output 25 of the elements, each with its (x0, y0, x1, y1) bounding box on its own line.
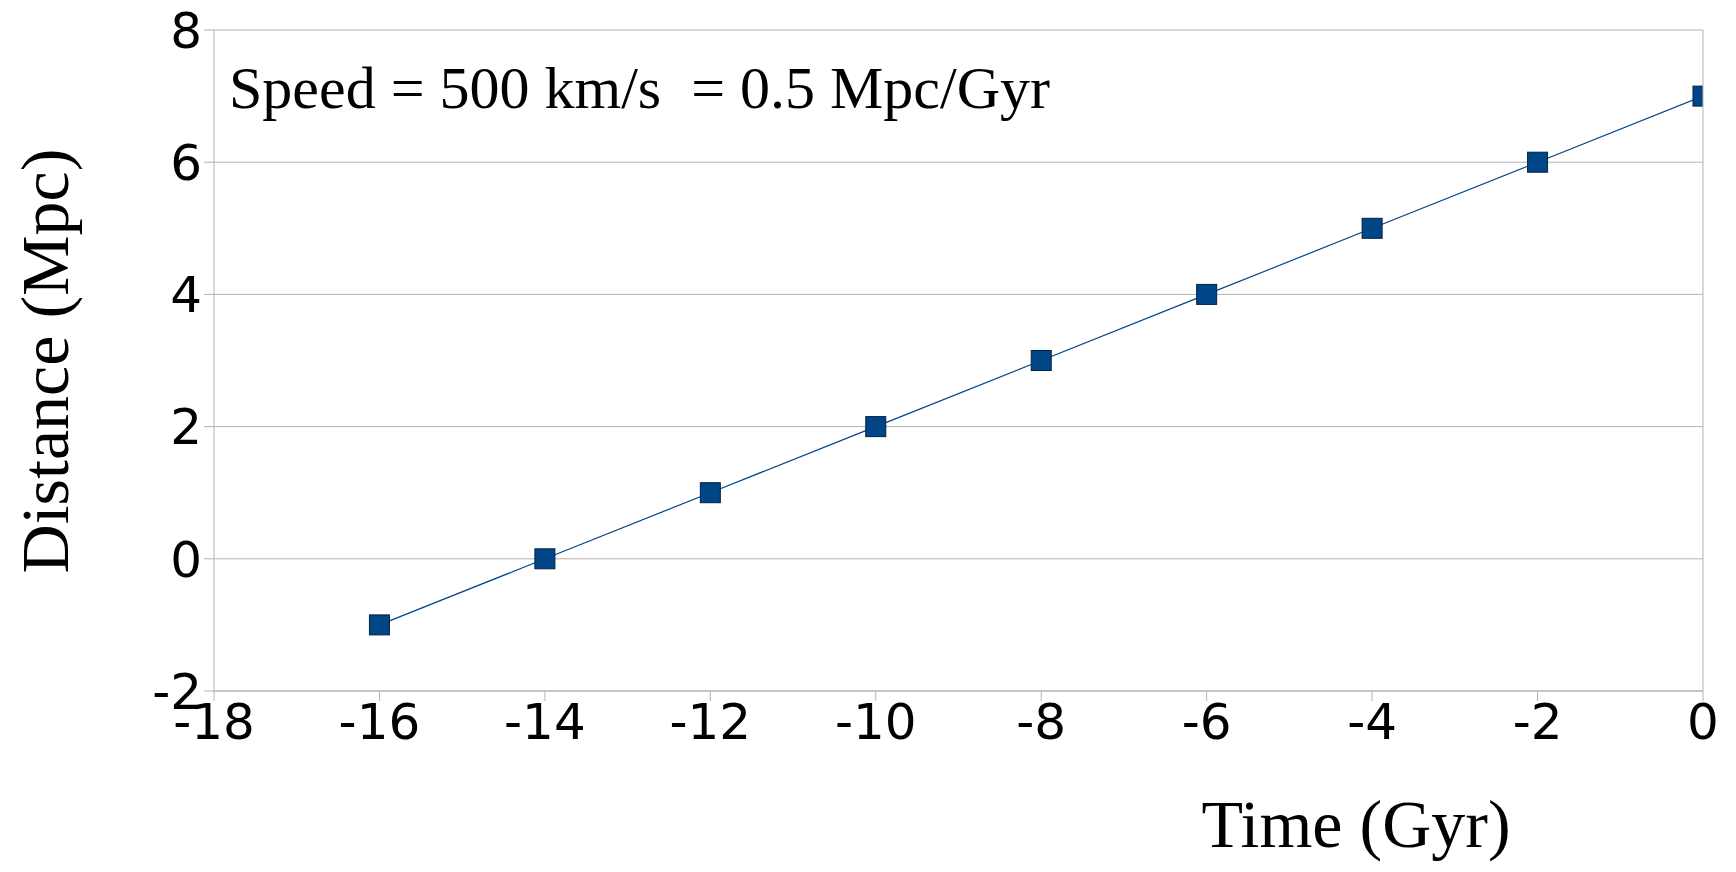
point (1196, 283, 1218, 305)
y-tick-label: 4 (170, 266, 202, 325)
x-tick-label: -16 (338, 692, 421, 751)
x-tick-label: -12 (669, 692, 752, 751)
x-tick-label: 0 (1687, 692, 1719, 751)
x-tick-label: -10 (834, 692, 917, 751)
x-tick-label: -6 (1181, 692, 1232, 751)
y-tick-label: 6 (170, 133, 202, 192)
point (1030, 350, 1052, 371)
point (534, 548, 556, 570)
y-tick-label: 0 (170, 530, 202, 589)
point (699, 482, 721, 504)
y-tick-label: 8 (170, 1, 202, 60)
point (368, 614, 390, 636)
point (865, 416, 887, 438)
x-axis-title: Time (Gyr) (1201, 786, 1511, 862)
x-tick-label: -8 (1016, 692, 1067, 751)
y-tick-label: 2 (170, 398, 202, 457)
x-tick-label: -14 (504, 692, 586, 751)
y-axis-title: Distance (Mpc) (7, 148, 83, 573)
x-tick-label: -4 (1347, 692, 1398, 751)
x-tick-label: -2 (1512, 692, 1563, 751)
point (1361, 217, 1383, 239)
point (1527, 151, 1549, 173)
annotation: Speed = 500 km/s = 0.5 Mpc/Gyr (229, 55, 1050, 121)
